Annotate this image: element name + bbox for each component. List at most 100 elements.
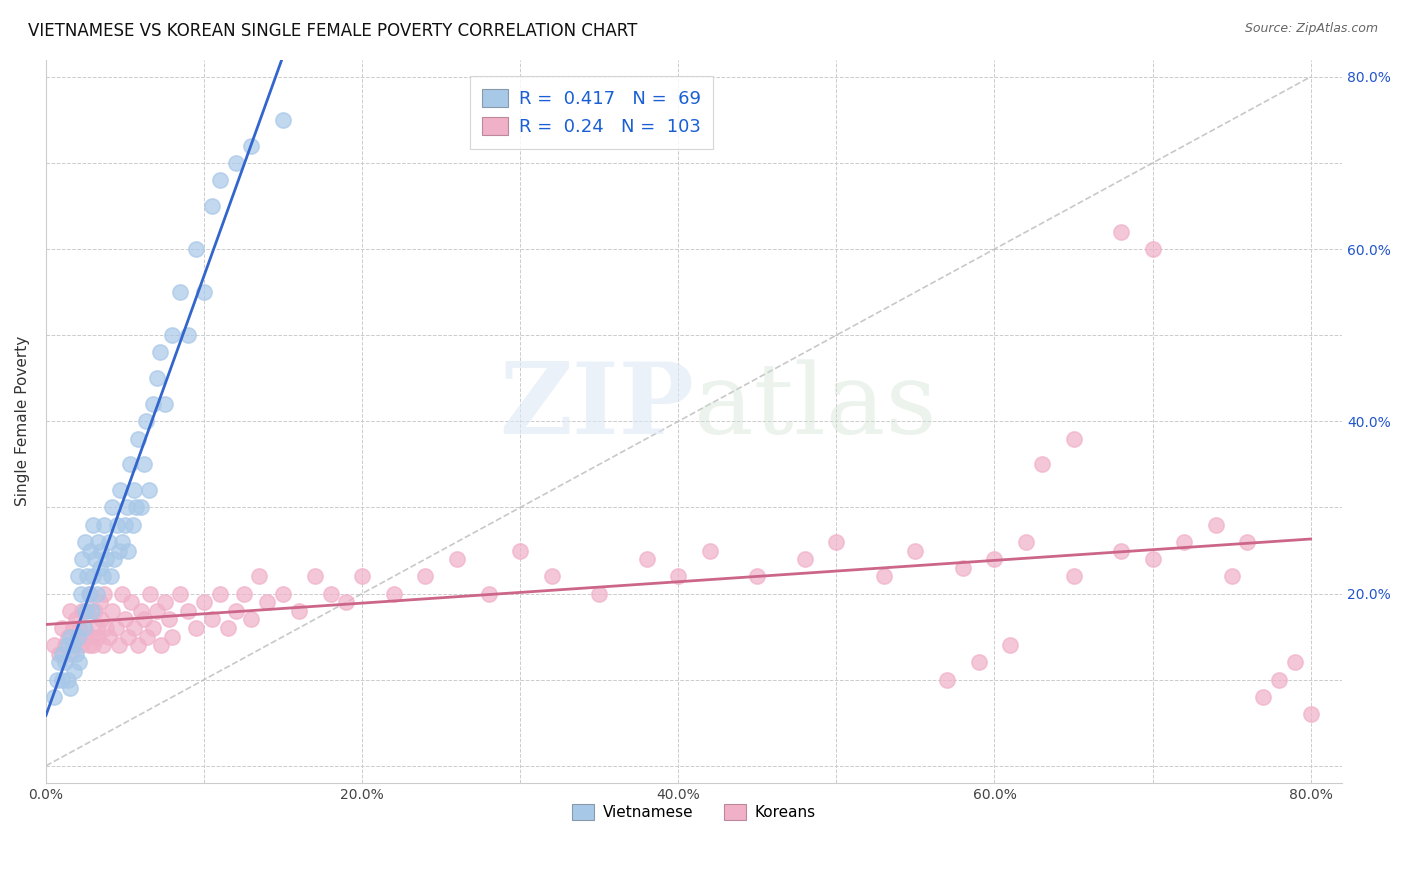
Point xyxy=(87,630,110,644)
Point xyxy=(1205,517,1227,532)
Point xyxy=(271,112,294,127)
Point xyxy=(793,552,815,566)
Point xyxy=(509,543,531,558)
Point xyxy=(169,285,191,300)
Point xyxy=(952,560,974,574)
Point xyxy=(201,612,224,626)
Text: ZIP: ZIP xyxy=(499,359,695,455)
Point xyxy=(124,621,146,635)
Point xyxy=(42,638,65,652)
Point xyxy=(56,630,79,644)
Point xyxy=(145,371,167,385)
Point xyxy=(87,535,110,549)
Point xyxy=(94,552,117,566)
Point xyxy=(111,535,134,549)
Point xyxy=(77,586,100,600)
Point xyxy=(1109,225,1132,239)
Point xyxy=(540,569,562,583)
Point xyxy=(288,604,311,618)
Point xyxy=(82,638,104,652)
Point xyxy=(82,517,104,532)
Point xyxy=(1251,690,1274,704)
Text: atlas: atlas xyxy=(695,359,936,455)
Point xyxy=(69,638,91,652)
Point xyxy=(150,638,173,652)
Point xyxy=(48,656,70,670)
Point xyxy=(666,569,689,583)
Point xyxy=(1063,569,1085,583)
Point xyxy=(1220,569,1243,583)
Point xyxy=(91,569,114,583)
Point xyxy=(157,612,180,626)
Point xyxy=(104,621,127,635)
Point xyxy=(56,673,79,687)
Point xyxy=(42,690,65,704)
Point xyxy=(124,483,146,498)
Point xyxy=(76,604,98,618)
Point xyxy=(117,630,139,644)
Point xyxy=(271,586,294,600)
Point xyxy=(983,552,1005,566)
Point xyxy=(51,647,73,661)
Point xyxy=(60,647,83,661)
Point xyxy=(232,586,254,600)
Point xyxy=(139,586,162,600)
Point xyxy=(84,552,107,566)
Point xyxy=(53,638,76,652)
Point xyxy=(69,586,91,600)
Point xyxy=(107,638,129,652)
Point xyxy=(446,552,468,566)
Point xyxy=(59,681,82,696)
Point xyxy=(1284,656,1306,670)
Point xyxy=(48,647,70,661)
Point xyxy=(84,604,107,618)
Point xyxy=(120,595,142,609)
Point xyxy=(208,586,231,600)
Point xyxy=(967,656,990,670)
Point xyxy=(240,612,263,626)
Point xyxy=(86,621,108,635)
Point xyxy=(1173,535,1195,549)
Point xyxy=(51,621,73,635)
Point xyxy=(90,543,112,558)
Point xyxy=(79,586,101,600)
Point xyxy=(100,569,122,583)
Point xyxy=(127,638,149,652)
Point xyxy=(125,500,148,515)
Point xyxy=(352,569,374,583)
Point xyxy=(217,621,239,635)
Point xyxy=(90,612,112,626)
Point xyxy=(129,500,152,515)
Point xyxy=(66,630,89,644)
Point xyxy=(149,345,172,359)
Point xyxy=(132,612,155,626)
Point xyxy=(825,535,848,549)
Point xyxy=(1236,535,1258,549)
Point xyxy=(478,586,501,600)
Point xyxy=(103,552,125,566)
Point xyxy=(145,604,167,618)
Point xyxy=(636,552,658,566)
Point xyxy=(225,156,247,170)
Point xyxy=(111,586,134,600)
Point xyxy=(177,604,200,618)
Point xyxy=(1000,638,1022,652)
Point xyxy=(122,517,145,532)
Point xyxy=(225,604,247,618)
Point xyxy=(62,638,84,652)
Point xyxy=(1268,673,1291,687)
Point xyxy=(1299,707,1322,722)
Point xyxy=(169,586,191,600)
Point xyxy=(1142,552,1164,566)
Point xyxy=(79,543,101,558)
Point xyxy=(335,595,357,609)
Point xyxy=(65,612,87,626)
Point xyxy=(63,638,86,652)
Point xyxy=(186,242,208,256)
Point xyxy=(76,569,98,583)
Point xyxy=(114,612,136,626)
Point xyxy=(94,621,117,635)
Point xyxy=(59,604,82,618)
Point xyxy=(46,673,69,687)
Point xyxy=(80,604,103,618)
